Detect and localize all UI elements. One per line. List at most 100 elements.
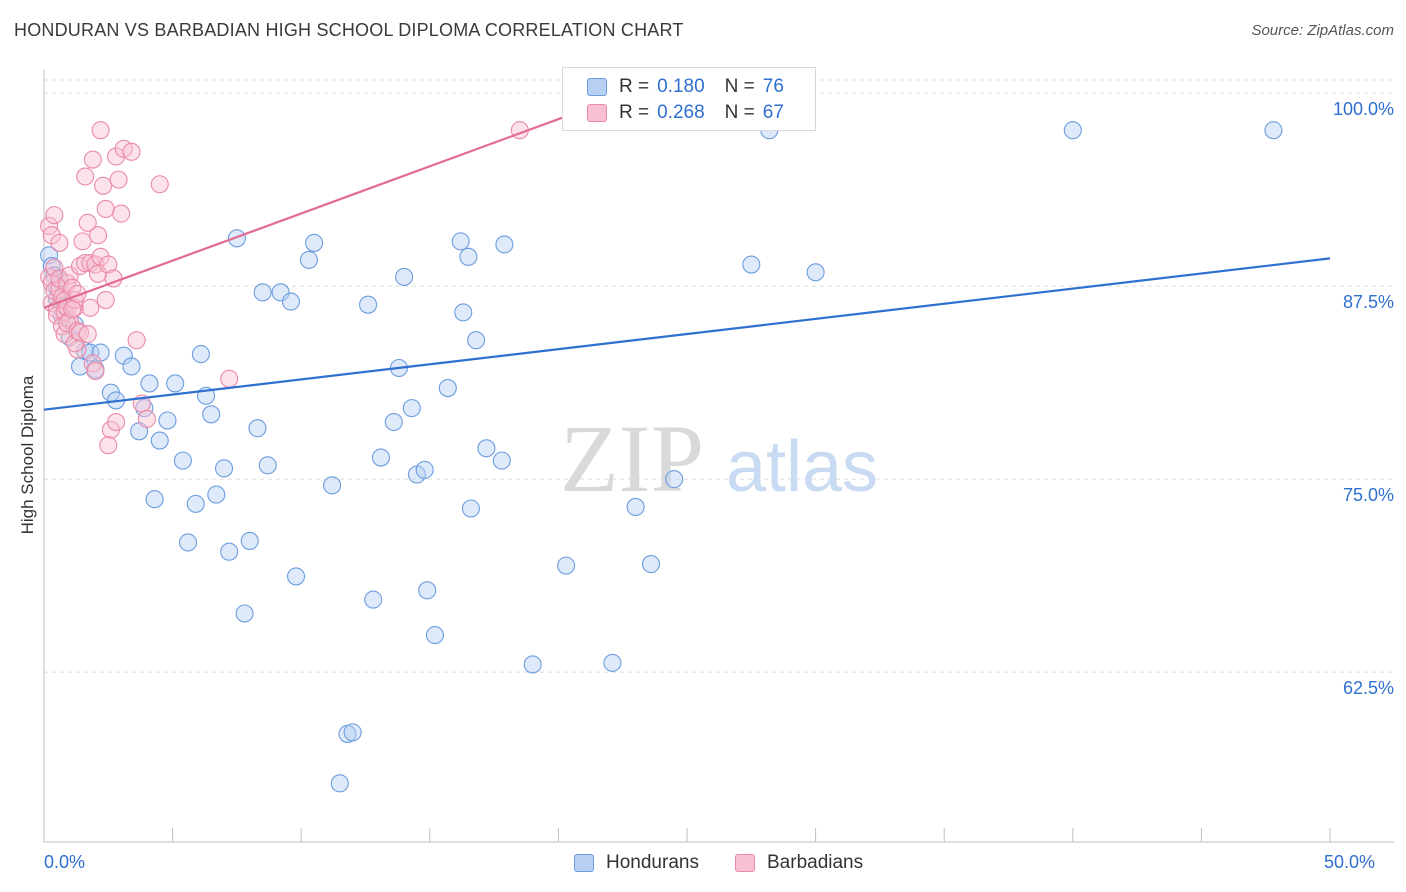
honduran-point <box>178 533 198 552</box>
barbadian-point <box>94 176 113 195</box>
stats-row-hondurans: R = 0.180 N = 76 <box>587 74 784 100</box>
honduran-point <box>271 283 290 302</box>
watermark-atlas: atlas <box>726 427 878 507</box>
barbadian-point <box>42 226 61 245</box>
honduran-point <box>364 590 383 609</box>
honduran-point <box>150 431 169 450</box>
barbadian-point <box>78 324 97 344</box>
barbadian-point <box>96 291 115 310</box>
honduran-point <box>202 405 221 424</box>
stats-legend: R = 0.180 N = 76 R = 0.268 N = 67 <box>562 67 816 131</box>
honduran-point <box>235 604 254 623</box>
honduran-point <box>425 626 444 645</box>
barbadian-point <box>63 300 82 319</box>
honduran-point <box>305 233 324 252</box>
r-label: R = <box>619 102 650 123</box>
barbadian-point <box>96 199 115 219</box>
honduran-point <box>415 460 434 479</box>
honduran-point <box>258 456 277 475</box>
barbadians-legend-swatch <box>735 854 755 872</box>
barbadian-point <box>220 369 239 388</box>
honduran-point <box>240 531 259 550</box>
honduran-point <box>122 357 141 376</box>
y-tick-label: 100.0% <box>1332 99 1394 120</box>
honduran-point <box>248 419 267 438</box>
honduran-point <box>166 374 185 393</box>
stats-row-barbadians: R = 0.268 N = 67 <box>587 100 784 126</box>
honduran-point <box>343 723 362 742</box>
n-value: 67 <box>762 102 784 123</box>
barbadian-point <box>106 412 126 432</box>
honduran-point <box>438 379 457 398</box>
hondurans-legend-swatch <box>574 854 594 872</box>
chart-title: HONDURAN VS BARBADIAN HIGH SCHOOL DIPLOM… <box>14 20 684 40</box>
barbadian-point <box>91 247 110 266</box>
r-value: 0.268 <box>657 102 705 123</box>
honduran-point <box>467 331 486 350</box>
r-label: R = <box>619 76 650 97</box>
honduran-point <box>461 499 481 518</box>
barbadian-point <box>58 314 77 333</box>
honduran-point <box>287 567 306 586</box>
barbadian-point <box>70 323 90 342</box>
barbadian-point <box>122 142 141 161</box>
honduran-point <box>626 497 645 517</box>
honduran-point <box>459 247 478 266</box>
honduran-point <box>742 255 761 274</box>
barbadian-point <box>99 436 118 455</box>
barbadian-point <box>127 331 146 350</box>
honduran-point <box>214 459 234 478</box>
n-label: N = <box>724 76 755 97</box>
hondurans-swatch <box>587 78 607 96</box>
honduran-point <box>454 303 473 322</box>
y-tick-label: 75.0% <box>1342 485 1394 506</box>
legend-label-hondurans: Hondurans <box>606 852 699 873</box>
source-label: Source: ZipAtlas.com <box>1251 22 1394 39</box>
honduran-point <box>359 295 378 314</box>
r-value: 0.180 <box>657 76 705 97</box>
barbadian-point <box>137 409 156 428</box>
x-tick-label-max: 50.0% <box>1324 852 1376 872</box>
honduran-point <box>186 494 205 513</box>
barbadian-point <box>81 298 100 317</box>
barbadian-point <box>86 362 105 381</box>
axes <box>43 70 1394 843</box>
honduran-point <box>402 399 421 418</box>
honduran-point <box>451 232 470 251</box>
legend-item-hondurans[interactable]: Hondurans <box>574 852 699 874</box>
honduran-point <box>603 653 622 672</box>
hondurans-trend-line <box>43 257 1331 411</box>
honduran-point <box>220 542 239 561</box>
barbadian-point <box>99 255 118 274</box>
barbadian-point <box>70 257 90 276</box>
honduran-point <box>395 267 414 286</box>
barbadian-point <box>78 213 97 232</box>
trend-lines <box>43 115 1331 411</box>
honduran-point <box>492 451 511 470</box>
barbadian-point <box>50 233 69 252</box>
barbadian-point <box>112 204 131 223</box>
n-label: N = <box>724 102 755 123</box>
honduran-point <box>665 470 684 489</box>
honduran-point <box>495 235 514 254</box>
honduran-point <box>145 490 164 509</box>
gridlines <box>44 79 1394 673</box>
honduran-point <box>641 555 661 574</box>
legend-item-barbadians[interactable]: Barbadians <box>735 852 863 874</box>
barbadian-point <box>76 167 95 186</box>
x-tick-label-min: 0.0% <box>44 852 86 872</box>
honduran-point <box>384 412 403 432</box>
honduran-point <box>173 451 192 470</box>
legend-label-barbadians: Barbadians <box>767 852 864 873</box>
honduran-point <box>1063 121 1082 140</box>
series-legend: Hondurans Barbadians <box>0 852 1406 878</box>
honduran-point <box>207 485 226 504</box>
barbadians-swatch <box>587 104 607 122</box>
honduran-point <box>330 774 349 793</box>
barbadian-point <box>73 232 92 251</box>
barbadian-point <box>88 226 108 245</box>
honduran-point <box>371 448 390 467</box>
watermark: ZIP atlas <box>560 405 878 512</box>
honduran-point <box>557 556 576 575</box>
honduran-point <box>191 345 210 364</box>
